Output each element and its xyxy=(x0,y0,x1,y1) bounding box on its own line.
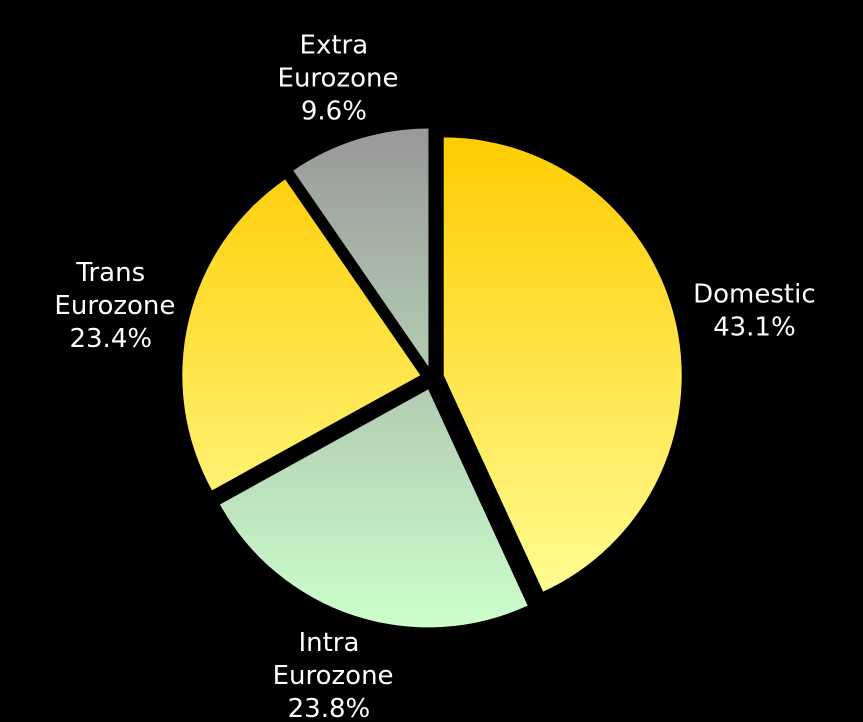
category-line: Domestic xyxy=(693,279,816,309)
value-label: 23.8% xyxy=(288,693,371,722)
category-line: Trans xyxy=(75,258,145,288)
slice-label: Extra Eurozone 9.6% xyxy=(269,30,398,126)
slice-label: Domestic 43.1% xyxy=(693,279,816,342)
category-line: Eurozone xyxy=(264,660,393,690)
category-label: Domestic xyxy=(693,279,816,309)
pie-slice xyxy=(182,179,421,491)
pie-slice xyxy=(219,389,528,628)
pie-slice xyxy=(443,137,682,592)
category-label: Trans Eurozone xyxy=(46,258,175,321)
category-line: Eurozone xyxy=(46,291,175,321)
category-line: Extra xyxy=(300,30,369,60)
value-label: 43.1% xyxy=(713,312,796,342)
category-label: Extra Eurozone xyxy=(269,30,398,93)
pie-slice xyxy=(293,128,429,367)
value-label: 9.6% xyxy=(301,96,367,126)
slice-label: Intra Eurozone 23.8% xyxy=(264,627,393,722)
category-label: Intra Eurozone xyxy=(264,627,393,690)
value-label: 23.4% xyxy=(69,324,152,354)
slice-label: Trans Eurozone 23.4% xyxy=(46,258,175,354)
category-line: Intra xyxy=(298,627,359,657)
category-line: Eurozone xyxy=(269,63,398,93)
